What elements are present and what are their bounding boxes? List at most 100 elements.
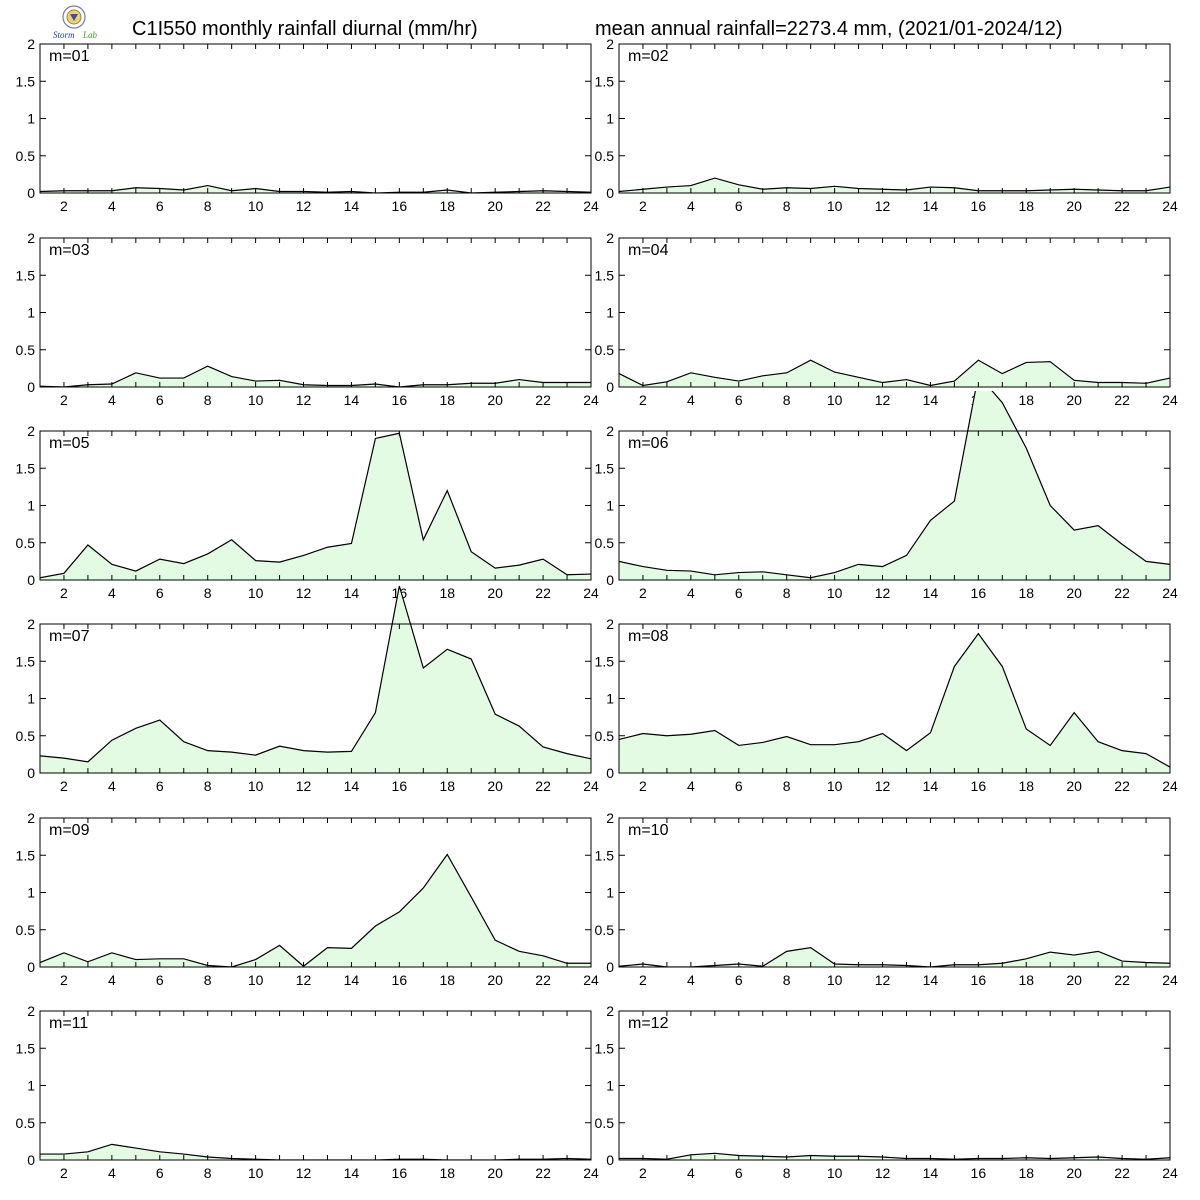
y-tick-label: 0.5 [16, 148, 36, 164]
y-tick-label: 0.5 [16, 1115, 36, 1131]
x-tick-label: 14 [923, 972, 939, 988]
x-tick-label: 10 [827, 392, 843, 408]
y-tick-label: 1.5 [16, 653, 36, 669]
y-tick-label: 0.5 [595, 148, 615, 164]
x-tick-label: 12 [875, 778, 891, 794]
x-tick-label: 12 [296, 198, 312, 214]
y-tick-label: 1 [27, 885, 35, 901]
y-tick-label: 0 [27, 1152, 35, 1168]
series-line [619, 391, 1170, 579]
y-tick-label: 0 [27, 379, 35, 395]
y-tick-label: 1.5 [16, 460, 36, 476]
x-tick-label: 8 [204, 585, 212, 601]
x-tick-label: 22 [535, 1165, 551, 1181]
x-tick-label: 10 [827, 972, 843, 988]
y-tick-label: 2 [606, 810, 614, 826]
y-tick-label: 1.5 [16, 847, 36, 863]
x-tick-label: 16 [392, 392, 408, 408]
x-tick-label: 8 [204, 1165, 212, 1181]
plot-frame [39, 237, 592, 388]
series-area [40, 586, 591, 773]
x-tick-label: 2 [60, 972, 68, 988]
x-tick-label: 24 [583, 392, 599, 408]
chart-title-left: C1I550 monthly rainfall diurnal (mm/hr) [132, 18, 478, 40]
y-tick-label: 0 [27, 572, 35, 588]
y-tick-label: 1 [27, 1078, 35, 1094]
x-tick-label: 16 [971, 1165, 987, 1181]
x-tick-label: 16 [971, 972, 987, 988]
x-tick-label: 6 [156, 198, 164, 214]
plot-frame [618, 43, 1171, 194]
y-tick-label: 1 [606, 305, 614, 321]
series-area [619, 947, 1170, 967]
x-tick-label: 20 [1066, 972, 1082, 988]
series-area [40, 366, 591, 387]
y-tick-label: 0 [27, 959, 35, 975]
x-tick-label: 12 [296, 392, 312, 408]
panel-11: 00.511.522 4 6 8 10 12 14 16 18 20 22 24m=11 [16, 1003, 599, 1181]
x-tick-label: 18 [439, 1165, 455, 1181]
y-tick-label: 1 [27, 111, 35, 127]
series-area [40, 1144, 591, 1160]
panel-8: 00.511.522 4 6 8 10 12 14 16 18 20 22 24m=08 [595, 616, 1178, 794]
x-tick-label: 2 [60, 585, 68, 601]
x-tick-label: 8 [204, 778, 212, 794]
x-tick-label: 16 [971, 198, 987, 214]
plot-frame [618, 1010, 1171, 1161]
panel-3: 00.511.522 4 6 8 10 12 14 16 18 20 22 24m=03 [16, 230, 599, 408]
panel-9: 00.511.522 4 6 8 10 12 14 16 18 20 22 24m=09 [16, 810, 599, 988]
x-tick-label: 12 [875, 972, 891, 988]
x-tick-label: 8 [783, 392, 791, 408]
x-tick-label: 8 [204, 198, 212, 214]
y-tick-label: 1.5 [16, 267, 36, 283]
series-line [40, 853, 591, 967]
y-tick-label: 0.5 [595, 728, 615, 744]
x-tick-label: 24 [583, 778, 599, 794]
y-tick-label: 2 [27, 423, 35, 439]
y-tick-label: 0 [606, 185, 614, 201]
x-tick-label: 10 [248, 778, 264, 794]
x-tick-label: 20 [487, 585, 503, 601]
panel-12: 00.511.522 4 6 8 10 12 14 16 18 20 22 24m=12 [595, 1003, 1178, 1181]
y-tick-label: 2 [606, 230, 614, 246]
x-tick-label: 8 [204, 392, 212, 408]
x-tick-label: 22 [535, 392, 551, 408]
x-tick-label: 24 [583, 585, 599, 601]
x-tick-label: 10 [827, 778, 843, 794]
x-tick-label: 20 [487, 972, 503, 988]
panel-2: 00.511.522 4 6 8 10 12 14 16 18 20 22 24m=02 [595, 36, 1178, 214]
x-tick-label: 22 [535, 198, 551, 214]
y-tick-label: 0 [27, 765, 35, 781]
x-tick-label: 14 [344, 778, 360, 794]
x-tick-label: 14 [344, 198, 360, 214]
month-label: m=07 [49, 628, 90, 645]
x-tick-label: 10 [248, 1165, 264, 1181]
x-tick-label: 16 [971, 585, 987, 601]
y-tick-label: 1 [606, 498, 614, 514]
x-tick-label: 18 [439, 585, 455, 601]
y-tick-label: 2 [27, 1003, 35, 1019]
series-line [40, 585, 591, 763]
x-tick-label: 10 [827, 585, 843, 601]
x-tick-label: 6 [735, 778, 743, 794]
x-tick-label: 4 [687, 778, 695, 794]
series-area [40, 854, 591, 967]
y-tick-label: 1 [606, 691, 614, 707]
x-tick-label: 22 [1114, 778, 1130, 794]
svg-text:Lab: Lab [82, 30, 98, 40]
y-tick-label: 1.5 [595, 847, 615, 863]
x-tick-label: 8 [783, 972, 791, 988]
panel-10: 00.511.522 4 6 8 10 12 14 16 18 20 22 24m=10 [595, 810, 1178, 988]
x-tick-label: 22 [535, 778, 551, 794]
x-tick-label: 18 [1018, 972, 1034, 988]
chart-title-right: mean annual rainfall=2273.4 mm, (2021/01… [595, 18, 1063, 40]
y-tick-label: 0.5 [16, 535, 36, 551]
y-tick-label: 1 [27, 691, 35, 707]
x-tick-label: 8 [204, 972, 212, 988]
x-tick-label: 12 [296, 1165, 312, 1181]
y-tick-label: 0 [606, 959, 614, 975]
x-tick-label: 24 [583, 1165, 599, 1181]
x-tick-label: 24 [1162, 585, 1178, 601]
x-tick-label: 10 [248, 585, 264, 601]
